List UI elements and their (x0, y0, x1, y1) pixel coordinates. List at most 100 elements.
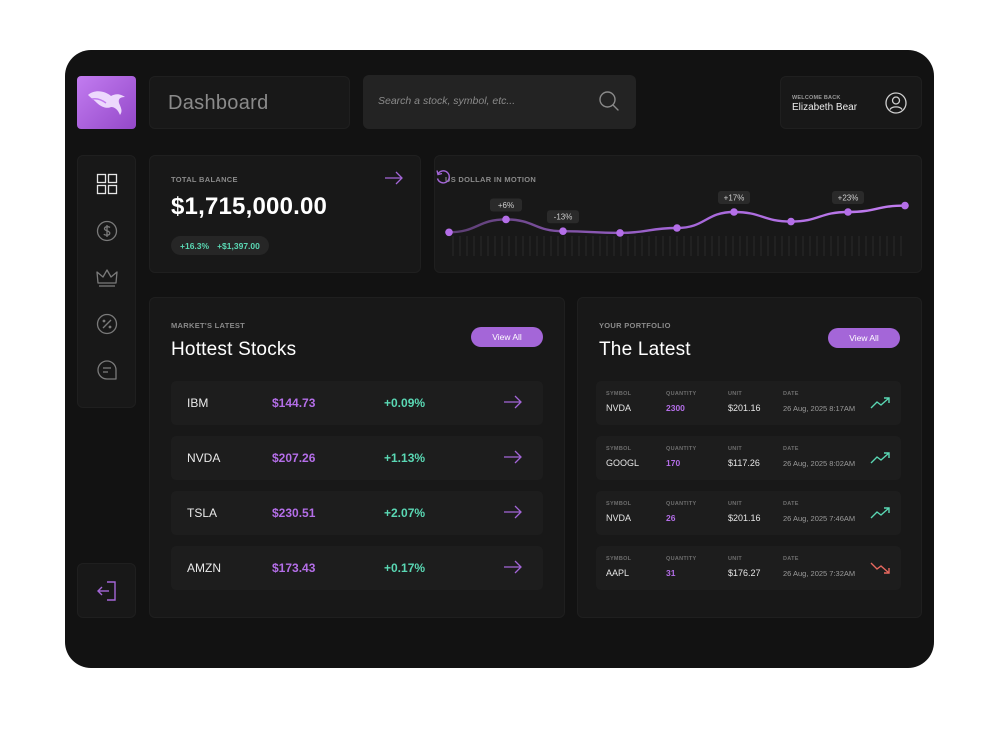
portfolio-view-all-button[interactable]: View All (828, 328, 900, 348)
search-bar[interactable]: Search a stock, symbol, etc... (363, 75, 636, 129)
user-avatar-icon[interactable] (885, 92, 907, 114)
portfolio-title: The Latest (599, 339, 691, 360)
stock-price: $207.26 (272, 451, 316, 465)
stock-symbol: AMZN (187, 561, 221, 575)
stock-change: +0.17% (384, 561, 426, 575)
stock-change: +0.09% (384, 396, 426, 410)
user-card[interactable]: WELCOME BACK Elizabeth Bear (780, 76, 922, 129)
portfolio-row[interactable]: SYMBOL NVDA QUANTITY 26 UNIT $201.16 DATE 26 Au… (596, 491, 901, 535)
chart-point[interactable] (844, 208, 852, 216)
column-header-date: DATE (783, 446, 799, 452)
message-search-icon (97, 360, 117, 380)
portfolio-unit: $117.26 (728, 458, 760, 468)
portfolio-row[interactable]: SYMBOL NVDA QUANTITY 2300 UNIT $201.16 DATE 26 … (596, 381, 901, 425)
portfolio-date: 26 Aug, 2025 7:46AM (783, 514, 856, 523)
column-header-unit: UNIT (728, 556, 743, 562)
column-header-symbol: SYMBOL (606, 556, 632, 562)
chart-point[interactable] (445, 228, 453, 237)
brand-logo[interactable] (77, 76, 136, 129)
portfolio-symbol: NVDA (606, 513, 632, 523)
stock-row[interactable]: AMZN $173.43 +0.17% (171, 546, 543, 590)
portfolio-symbol: AAPL (606, 568, 630, 578)
trend-up-icon (870, 397, 890, 409)
stock-row[interactable]: NVDA $207.26 +1.13% (171, 436, 543, 480)
chart-point[interactable] (730, 208, 738, 216)
sidebar-item-discounts[interactable] (95, 312, 119, 336)
stock-price: $144.73 (272, 396, 316, 410)
arrow-right-icon[interactable] (503, 505, 523, 519)
portfolio-row[interactable]: SYMBOL AAPL QUANTITY 31 UNIT $176.27 DATE 26 Au… (596, 546, 901, 590)
chart-point[interactable] (616, 229, 624, 237)
page-title: Dashboard (168, 92, 269, 114)
chart-annotation-box (547, 210, 579, 224)
refresh-icon[interactable] (435, 169, 451, 185)
logout-button[interactable] (77, 563, 136, 618)
balance-change-badge: +16.3% +$1,397.00 (171, 236, 269, 255)
stocks-eyebrow: MARKET'S LATEST (171, 321, 246, 330)
chart-annotation-box (832, 191, 864, 204)
column-header-quantity: QUANTITY (666, 391, 697, 397)
portfolio-card: YOUR PORTFOLIO The Latest View All SYMBO… (577, 297, 922, 618)
sidebar-item-finance[interactable] (95, 219, 119, 243)
portfolio-quantity: 2300 (666, 403, 685, 413)
page-title-box: Dashboard (149, 76, 350, 129)
column-header-symbol: SYMBOL (606, 391, 632, 397)
stock-price: $173.43 (272, 561, 316, 575)
stock-row[interactable]: IBM $144.73 +0.09% (171, 381, 543, 425)
search-input[interactable]: Search a stock, symbol, etc... (378, 95, 516, 107)
portfolio-date: 26 Aug, 2025 8:02AM (783, 459, 856, 468)
chart-point[interactable] (559, 227, 567, 235)
portfolio-date: 26 Aug, 2025 8:17AM (783, 404, 856, 413)
chart-annotation: +17% (718, 191, 750, 204)
sidebar-item-messages[interactable] (95, 358, 119, 382)
column-header-quantity: QUANTITY (666, 501, 697, 507)
balance-amount: $1,715,000.00 (171, 193, 328, 220)
arrow-right-icon[interactable] (503, 450, 523, 464)
portfolio-unit: $201.16 (728, 513, 761, 523)
total-balance-card: TOTAL BALANCE $1,715,000.00 +16.3% +$1,3… (149, 155, 421, 273)
portfolio-row[interactable]: SYMBOL GOOGL QUANTITY 170 UNIT $117.26 DATE 26 … (596, 436, 901, 480)
arrow-right-icon[interactable] (503, 560, 523, 574)
hottest-stocks-card: MARKET'S LATEST Hottest Stocks View All … (149, 297, 565, 618)
dollar-coin-icon (96, 220, 118, 242)
balance-change-amount: +$1,397.00 (217, 240, 260, 251)
column-header-date: DATE (783, 556, 799, 562)
stock-symbol: NVDA (187, 451, 221, 465)
column-header-quantity: QUANTITY (666, 446, 697, 452)
chart-title: US DOLLAR IN MOTION (445, 175, 537, 184)
stock-change: +2.07% (384, 506, 426, 520)
stocks-view-all-button[interactable]: View All (471, 327, 543, 347)
chart-point[interactable] (901, 201, 909, 210)
trend-up-icon (870, 507, 890, 519)
stock-symbol: IBM (187, 396, 209, 410)
chart-annotation-label: +17% (724, 194, 745, 203)
arrow-right-icon[interactable] (503, 395, 523, 409)
us-dollar-chart-card: US DOLLAR IN MOTION +6% -13% +17% +23% (434, 155, 922, 273)
dashboard-grid-icon (96, 173, 118, 195)
portfolio-unit: $201.16 (728, 403, 761, 413)
us-dollar-line-chart: +6% -13% +17% +23% (445, 191, 909, 256)
chart-annotation-label: +23% (838, 194, 859, 203)
arrow-right-icon[interactable] (384, 171, 404, 185)
balance-label: TOTAL BALANCE (171, 175, 238, 184)
sidebar-item-dashboard[interactable] (95, 172, 119, 196)
portfolio-unit: $176.27 (728, 568, 761, 578)
chart-point[interactable] (502, 215, 510, 224)
chart-point[interactable] (673, 224, 681, 232)
trend-down-icon (870, 562, 890, 574)
column-header-symbol: SYMBOL (606, 501, 632, 507)
stock-row[interactable]: TSLA $230.51 +2.07% (171, 491, 543, 535)
logout-icon (97, 581, 116, 601)
trend-up-icon (870, 452, 890, 464)
portfolio-quantity: 31 (666, 568, 676, 578)
sidebar-item-premium[interactable] (95, 265, 119, 289)
column-header-unit: UNIT (728, 501, 743, 507)
portfolio-quantity: 170 (666, 458, 681, 468)
column-header-symbol: SYMBOL (606, 446, 632, 452)
chart-point[interactable] (787, 217, 795, 226)
search-icon[interactable] (598, 90, 620, 112)
bull-logo-icon (87, 90, 125, 115)
portfolio-symbol: GOOGL (606, 458, 640, 468)
portfolio-symbol: NVDA (606, 403, 632, 413)
chart-annotation: +23% (832, 191, 864, 204)
